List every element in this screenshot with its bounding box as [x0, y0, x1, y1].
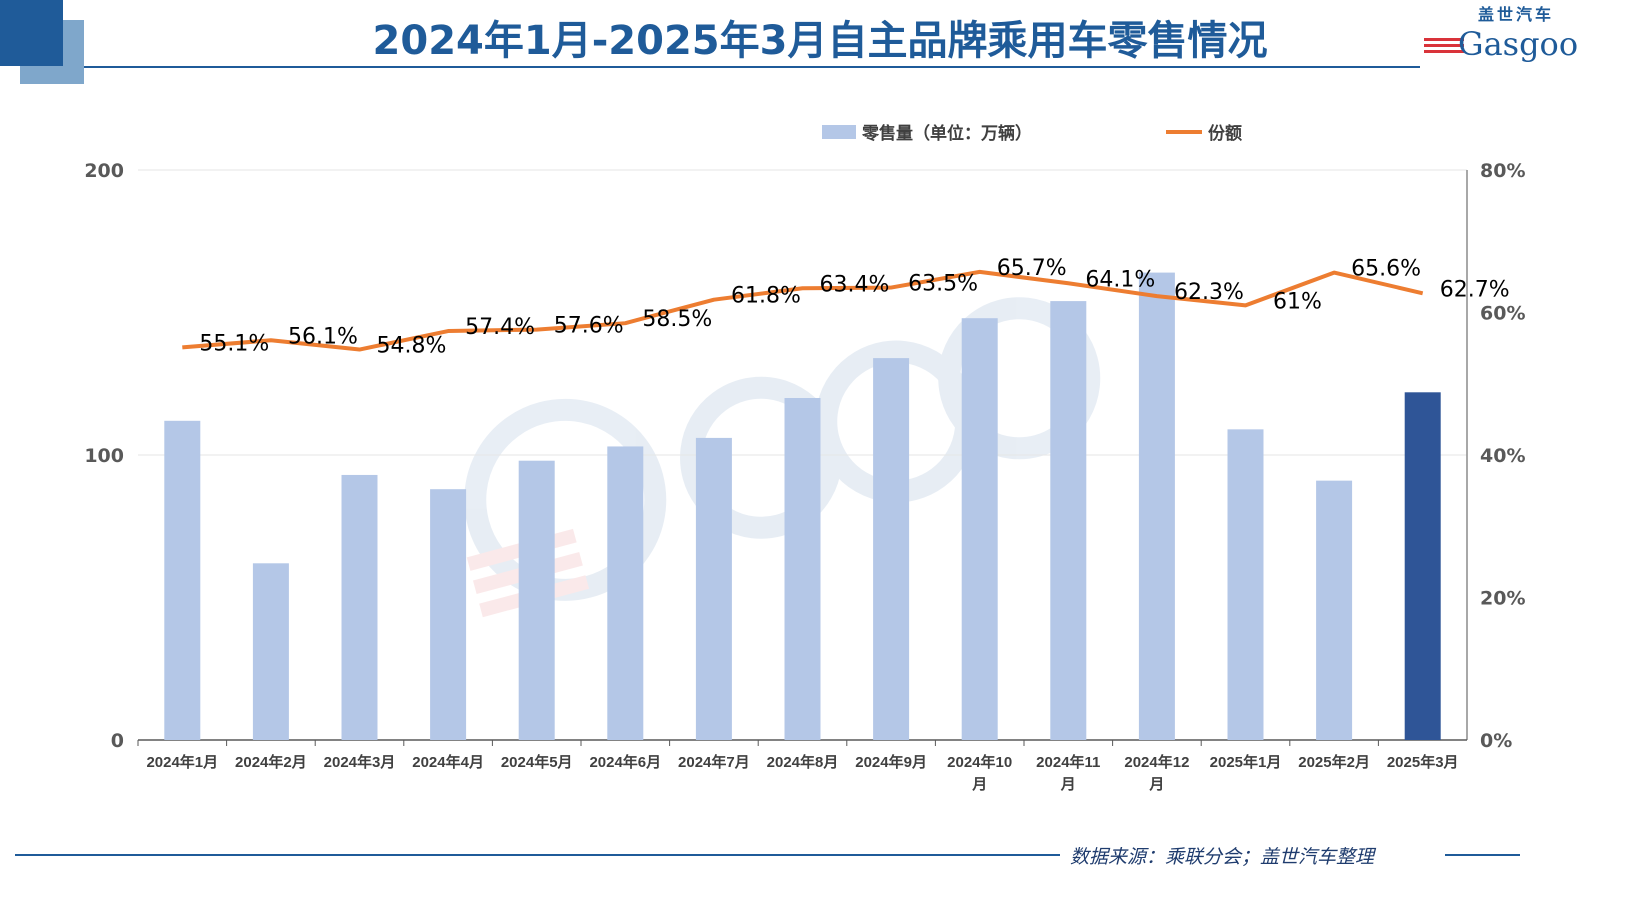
bar: [695, 437, 732, 740]
x-tick-label: 2025年1月: [1210, 753, 1282, 771]
x-tick-label: 2024年11: [1036, 753, 1100, 771]
x-tick-label: 2024年9月: [855, 753, 927, 771]
watermark-shape: [680, 376, 843, 539]
x-tick-label: 2024年7月: [678, 753, 750, 771]
data-label: 58.5%: [642, 307, 712, 332]
x-tick-label: 2024年3月: [324, 753, 396, 771]
y-right-tick-label: 80%: [1480, 160, 1525, 182]
x-tick-label: 2025年3月: [1387, 753, 1459, 771]
data-label: 62.3%: [1174, 280, 1244, 305]
legend-line-label: 份额: [1208, 123, 1242, 144]
share-line: [182, 269, 1424, 352]
data-label: 62.7%: [1440, 277, 1510, 302]
bar: [607, 446, 644, 740]
x-tick-label-cont: 月: [1060, 776, 1076, 793]
logo-en: Gasgoo: [1458, 25, 1579, 63]
bar: [1050, 301, 1087, 740]
bar: [518, 460, 555, 740]
y-right-tick-label: 20%: [1480, 588, 1525, 610]
x-tick-label: 2024年10: [947, 753, 1012, 771]
legend-bar-swatch: [822, 125, 856, 139]
title-divider: [84, 66, 1420, 68]
data-label: 63.4%: [820, 272, 890, 297]
logo-cn: 盖世汽车: [1478, 5, 1555, 24]
x-tick-label: 2024年2月: [235, 753, 307, 771]
x-tick-label: 2024年8月: [767, 753, 839, 771]
bar: [164, 420, 201, 740]
data-label: 57.4%: [465, 315, 535, 340]
data-label: 65.7%: [997, 256, 1067, 281]
logo-stripes: [1424, 38, 1464, 56]
legend-bar-label: 零售量（单位：万辆）: [861, 123, 1032, 144]
watermark-shape: [464, 398, 667, 601]
bar: [430, 489, 467, 740]
data-source: 数据来源：乘联分会；盖世汽车整理: [1070, 846, 1375, 868]
y-left-tick-label: 200: [84, 160, 124, 182]
data-label: 57.6%: [554, 314, 624, 339]
gasgoo-logo: 盖世汽车 Gasgoo: [1420, 6, 1640, 68]
y-right-tick-label: 0%: [1480, 730, 1512, 752]
data-label: 61%: [1273, 289, 1322, 314]
bar: [1404, 392, 1441, 740]
bar: [1227, 429, 1264, 740]
footer-line-right: [1445, 854, 1520, 856]
x-tick-label-cont: 月: [1148, 776, 1164, 793]
bar: [784, 398, 821, 740]
bar: [1138, 272, 1175, 740]
y-right-tick-label: 40%: [1480, 445, 1525, 467]
data-label: 64.1%: [1085, 267, 1155, 292]
data-label: 56.1%: [288, 324, 358, 349]
page-title: 2024年1月-2025年3月自主品牌乘用车零售情况: [372, 18, 1268, 64]
x-tick-label: 2024年12: [1124, 753, 1189, 771]
y-left-tick-label: 100: [84, 445, 124, 467]
bar: [873, 358, 910, 740]
data-label: 55.1%: [199, 331, 269, 356]
bar: [252, 563, 289, 740]
data-label: 61.8%: [731, 284, 801, 309]
y-left-tick-label: 0: [111, 730, 124, 752]
x-tick-label: 2025年2月: [1298, 753, 1370, 771]
bar: [1316, 480, 1353, 740]
data-label: 63.5%: [908, 272, 978, 297]
data-label: 54.8%: [377, 334, 447, 359]
x-tick-label: 2024年4月: [412, 753, 484, 771]
y-right-tick-label: 60%: [1480, 303, 1525, 325]
bar: [961, 318, 998, 740]
bar: [341, 474, 378, 740]
corner-decoration: [0, 0, 63, 66]
x-tick-label: 2024年6月: [589, 753, 661, 771]
x-tick-label: 2024年5月: [501, 753, 573, 771]
x-tick-label-cont: 月: [971, 776, 987, 793]
watermark-shape: [938, 297, 1101, 460]
footer-line: [15, 854, 1060, 856]
data-label: 65.6%: [1351, 257, 1421, 282]
x-tick-label: 2024年1月: [146, 753, 218, 771]
